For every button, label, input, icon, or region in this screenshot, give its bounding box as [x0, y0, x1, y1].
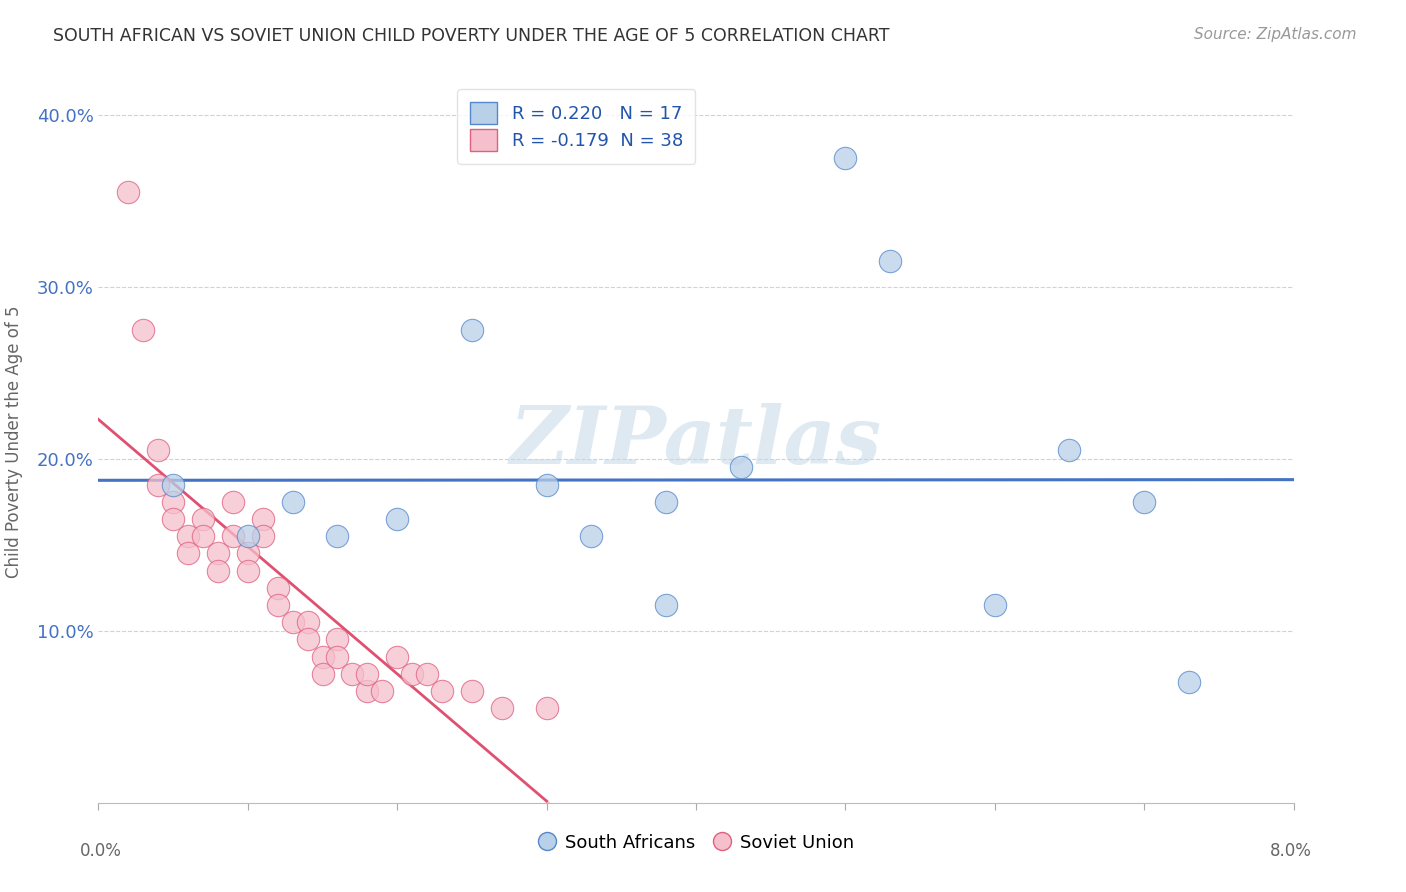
- Point: [267, 581, 290, 595]
- Point: [236, 546, 259, 560]
- Point: [1178, 675, 1201, 690]
- Point: [416, 666, 439, 681]
- Point: [177, 529, 200, 543]
- Point: [730, 460, 752, 475]
- Point: [222, 494, 245, 508]
- Point: [252, 529, 274, 543]
- Point: [177, 546, 200, 560]
- Point: [461, 323, 484, 337]
- Point: [267, 598, 290, 612]
- Point: [297, 615, 319, 630]
- Point: [191, 529, 214, 543]
- Point: [356, 666, 378, 681]
- Text: ZIPatlas: ZIPatlas: [510, 403, 882, 480]
- Text: SOUTH AFRICAN VS SOVIET UNION CHILD POVERTY UNDER THE AGE OF 5 CORRELATION CHART: SOUTH AFRICAN VS SOVIET UNION CHILD POVE…: [53, 27, 890, 45]
- Point: [984, 598, 1007, 612]
- Point: [297, 632, 319, 647]
- Point: [356, 684, 378, 698]
- Point: [461, 684, 484, 698]
- Text: Source: ZipAtlas.com: Source: ZipAtlas.com: [1194, 27, 1357, 42]
- Point: [1133, 494, 1156, 508]
- Point: [385, 649, 409, 664]
- Point: [162, 494, 184, 508]
- Point: [430, 684, 453, 698]
- Point: [252, 512, 274, 526]
- Point: [207, 546, 229, 560]
- Point: [491, 701, 513, 715]
- Point: [536, 701, 558, 715]
- Point: [222, 529, 245, 543]
- Point: [132, 323, 155, 337]
- Point: [326, 632, 349, 647]
- Y-axis label: Child Poverty Under the Age of 5: Child Poverty Under the Age of 5: [4, 305, 22, 578]
- Point: [326, 529, 349, 543]
- Text: 8.0%: 8.0%: [1270, 842, 1312, 860]
- Point: [655, 598, 678, 612]
- Point: [1059, 443, 1081, 458]
- Point: [342, 666, 364, 681]
- Point: [401, 666, 423, 681]
- Point: [834, 151, 856, 165]
- Point: [311, 649, 333, 664]
- Point: [148, 443, 170, 458]
- Point: [281, 615, 304, 630]
- Point: [117, 185, 139, 199]
- Point: [311, 666, 333, 681]
- Point: [236, 529, 259, 543]
- Text: 0.0%: 0.0%: [80, 842, 122, 860]
- Point: [655, 494, 678, 508]
- Legend: South Africans, Soviet Union: South Africans, Soviet Union: [530, 826, 862, 859]
- Point: [371, 684, 394, 698]
- Point: [581, 529, 603, 543]
- Point: [162, 512, 184, 526]
- Point: [536, 477, 558, 491]
- Point: [385, 512, 409, 526]
- Point: [162, 477, 184, 491]
- Point: [236, 564, 259, 578]
- Point: [879, 253, 901, 268]
- Point: [207, 564, 229, 578]
- Point: [281, 494, 304, 508]
- Point: [148, 477, 170, 491]
- Point: [326, 649, 349, 664]
- Point: [191, 512, 214, 526]
